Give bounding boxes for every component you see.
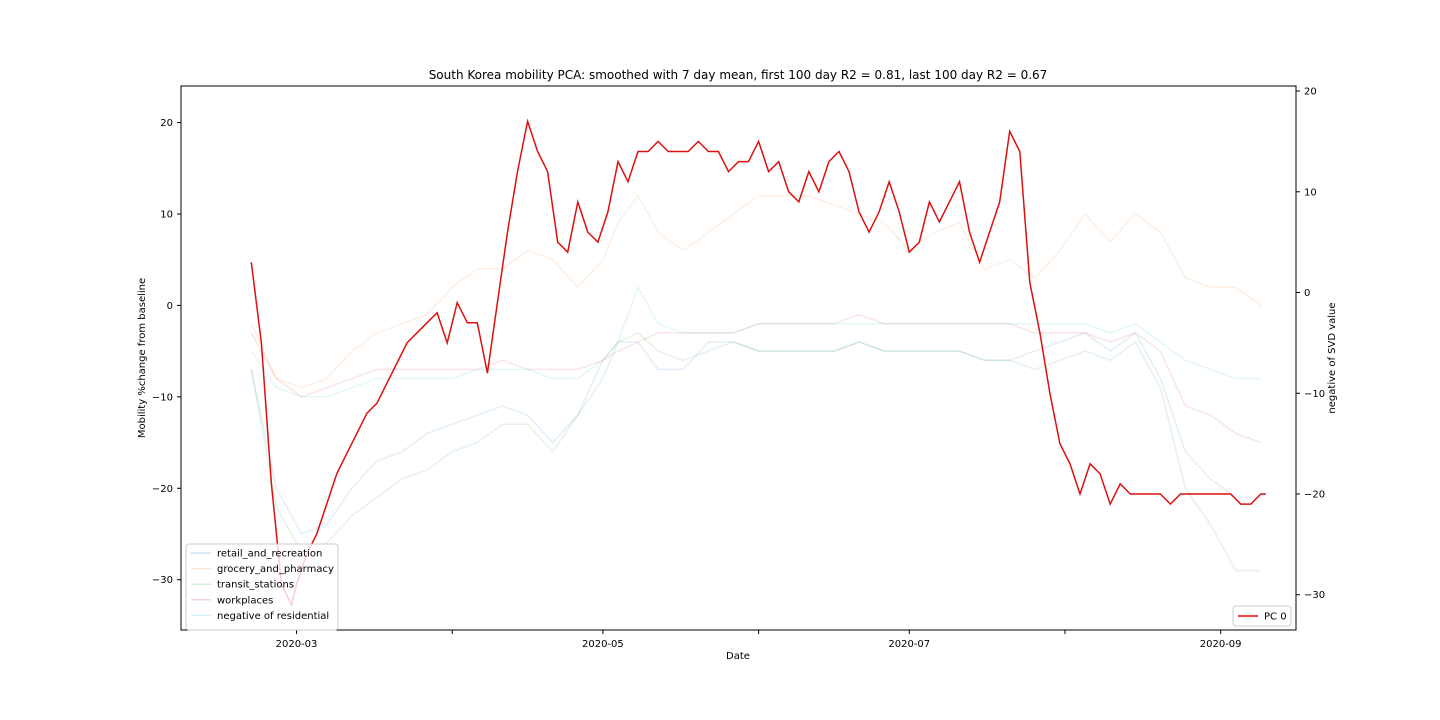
y-axis-label-right: negative of SVD value xyxy=(1327,302,1338,413)
series-line-grocery-and-pharmacy xyxy=(250,194,1262,389)
y-tick-label-right: −10 xyxy=(1304,389,1325,400)
legend-label: retail_and_recreation xyxy=(217,549,322,560)
x-tick-label: 2020-07 xyxy=(888,639,930,650)
legend-right-box xyxy=(1232,605,1292,627)
y-tick-label-right: −20 xyxy=(1304,490,1325,501)
legend-label: workplaces xyxy=(217,595,273,606)
y-tick-label-left: −30 xyxy=(152,575,173,586)
y-axis-right: 20 10 0 −10 −20 −30 xyxy=(1296,87,1325,601)
series-line-transit-stations xyxy=(250,332,1261,572)
y-tick-label-left: 0 xyxy=(167,301,173,312)
y-tick-label-left: 20 xyxy=(160,118,173,129)
legend-left-box xyxy=(185,543,339,631)
y-tick-label-left: −10 xyxy=(152,392,173,403)
x-axis-label: Date xyxy=(726,651,750,662)
y-tick-label-left: 10 xyxy=(160,210,173,221)
series-line-pc-0 xyxy=(250,118,1266,607)
series-line-negative-of-residential xyxy=(250,285,1261,398)
series-line-retail-and-recreation xyxy=(250,331,1261,535)
x-tick-label: 2020-09 xyxy=(1200,639,1242,650)
y-axis-label-left: Mobility %change from baseline xyxy=(137,278,148,438)
legend-label: transit_stations xyxy=(217,580,294,591)
x-axis: 2020-03 2020-05 2020-07 2020-09 xyxy=(276,630,1242,650)
plot-frame xyxy=(180,85,1297,631)
legend-right: PC 0 xyxy=(1232,605,1292,627)
legend-label: negative of residential xyxy=(217,611,329,622)
x-tick-label: 2020-05 xyxy=(582,639,624,650)
legend-label: PC 0 xyxy=(1264,612,1287,623)
series-line-workplaces xyxy=(250,313,1262,444)
y-tick-label-right: −30 xyxy=(1304,590,1325,601)
y-axis-left: 20 10 0 −10 −20 −30 xyxy=(152,118,181,586)
legend-left: retail_and_recreation grocery_and_pharmac… xyxy=(185,543,339,631)
x-tick-label: 2020-03 xyxy=(276,639,318,650)
plot-area xyxy=(250,118,1266,607)
legend-label: grocery_and_pharmacy xyxy=(217,564,334,575)
y-tick-label-left: −20 xyxy=(152,484,173,495)
y-tick-label-right: 20 xyxy=(1304,87,1317,98)
chart-title: South Korea mobility PCA: smoothed with … xyxy=(429,68,1048,82)
y-tick-label-right: 0 xyxy=(1304,288,1310,299)
y-tick-label-right: 10 xyxy=(1304,187,1317,198)
